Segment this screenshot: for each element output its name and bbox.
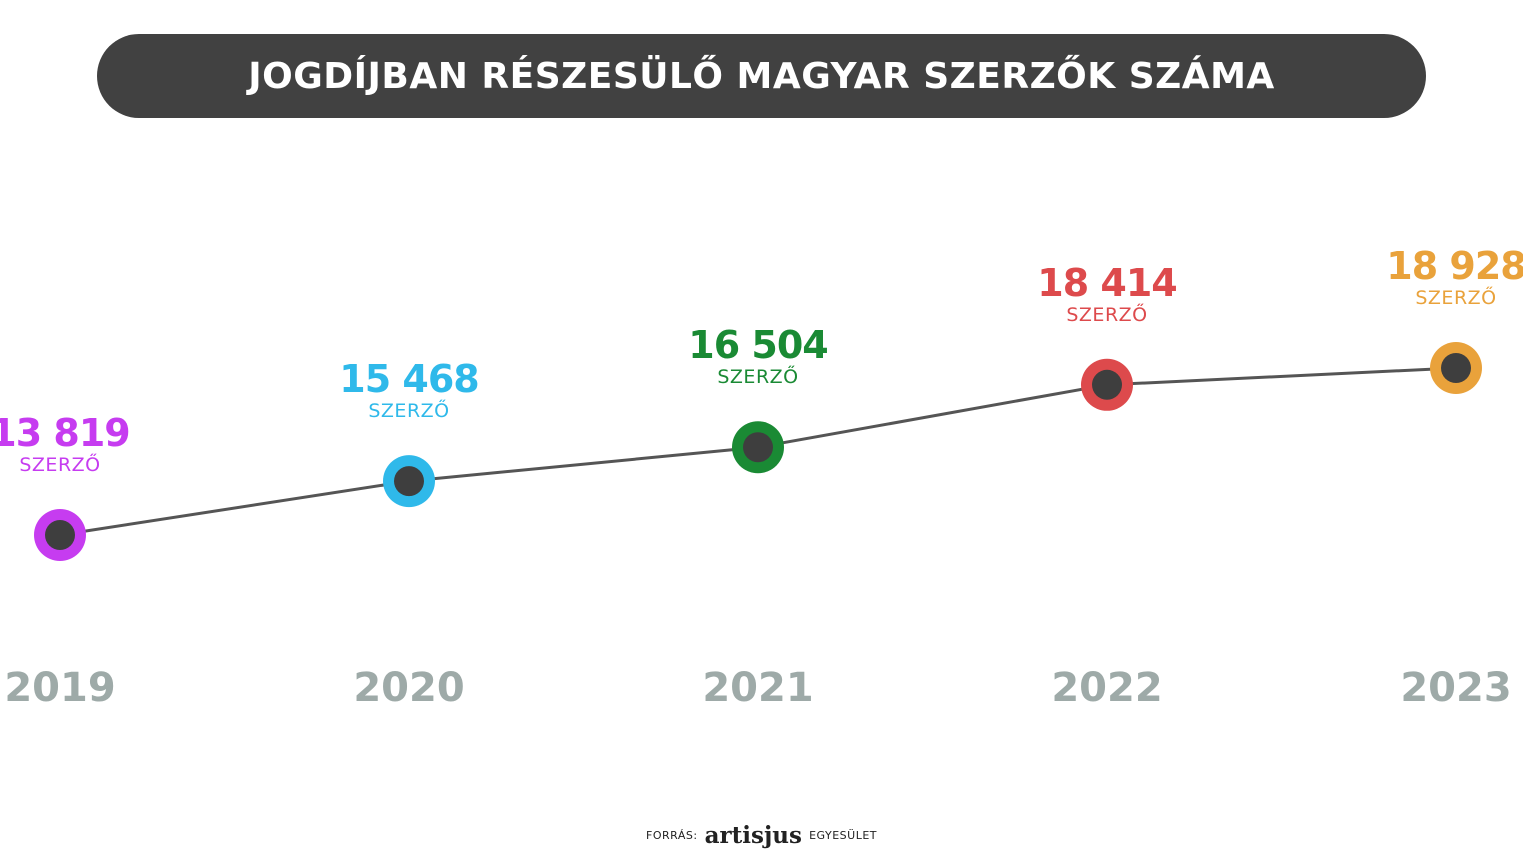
- source-note: FORRÁS: artisjus EGYESÜLET: [0, 822, 1523, 849]
- x-axis-labels: 2019 2020 2021 2022 2023: [4, 665, 1511, 711]
- x-tick-label: 2020: [353, 665, 464, 711]
- source-prefix: FORRÁS:: [646, 829, 698, 842]
- line-series: [59, 366, 1457, 537]
- x-tick-label: 2022: [1051, 665, 1162, 711]
- data-point-center: [743, 432, 773, 463]
- data-unit-label: SZERZŐ: [368, 398, 449, 422]
- x-tick-label: 2023: [1400, 665, 1511, 711]
- data-point-center: [1441, 353, 1471, 383]
- data-unit-label: SZERZŐ: [717, 364, 798, 388]
- data-value-label: 16 504: [688, 323, 827, 367]
- x-tick-label: 2019: [4, 665, 115, 711]
- data-value-label: 18 928: [1386, 244, 1523, 288]
- data-value-label: 15 468: [339, 357, 478, 401]
- data-unit-label: SZERZŐ: [1066, 302, 1147, 326]
- chart-title: JOGDÍJBAN RÉSZESÜLŐ MAGYAR SZERZŐK SZÁMA: [248, 55, 1275, 97]
- line-segment: [1106, 366, 1457, 387]
- data-value-label: 18 414: [1037, 261, 1176, 305]
- source-suffix: EGYESÜLET: [809, 829, 877, 842]
- markers: [34, 342, 1482, 561]
- source-brand-logo: artisjus: [704, 822, 802, 849]
- line-segment: [408, 445, 759, 483]
- data-point-center: [1092, 369, 1122, 400]
- line-segment: [59, 479, 410, 537]
- line-segment: [757, 383, 1108, 449]
- data-value-label: 13 819: [0, 411, 130, 455]
- title-banner: JOGDÍJBAN RÉSZESÜLŐ MAGYAR SZERZŐK SZÁMA: [97, 34, 1426, 118]
- data-unit-label: SZERZŐ: [19, 452, 100, 476]
- data-unit-label: SZERZŐ: [1415, 285, 1496, 309]
- data-point-center: [394, 466, 424, 497]
- x-tick-label: 2021: [702, 665, 813, 711]
- data-point-center: [45, 520, 75, 550]
